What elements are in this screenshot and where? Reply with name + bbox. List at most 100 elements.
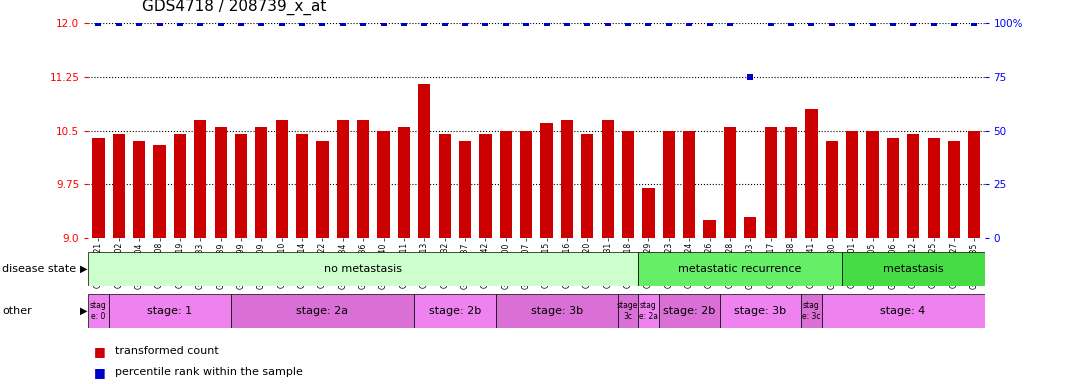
Point: [884, 20, 902, 26]
Text: stag
e: 3c: stag e: 3c: [802, 301, 821, 321]
Bar: [745, 217, 756, 238]
Point: [415, 20, 433, 26]
Text: stage: 2a: stage: 2a: [296, 306, 349, 316]
Text: stag
e: 0: stag e: 0: [90, 301, 107, 321]
Bar: [316, 141, 328, 238]
Text: stage: 4: stage: 4: [880, 306, 925, 316]
Point: [721, 20, 738, 26]
Bar: [825, 141, 838, 238]
Point: [905, 20, 922, 26]
Bar: [720, 294, 802, 328]
Bar: [638, 294, 659, 328]
Point: [151, 20, 168, 26]
Bar: [414, 294, 496, 328]
Bar: [88, 252, 638, 286]
Bar: [622, 131, 634, 238]
Point: [294, 20, 311, 26]
Bar: [194, 120, 207, 238]
Bar: [296, 134, 308, 238]
Bar: [398, 127, 410, 238]
Point: [864, 20, 881, 26]
Point: [966, 20, 983, 26]
Bar: [255, 127, 268, 238]
Bar: [642, 188, 654, 238]
Bar: [866, 131, 879, 238]
Point: [456, 20, 473, 26]
Text: stage: 3b: stage: 3b: [735, 306, 787, 316]
Point: [395, 20, 412, 26]
Point: [253, 20, 270, 26]
Bar: [231, 294, 414, 328]
Point: [110, 20, 127, 26]
Bar: [154, 145, 166, 238]
Bar: [802, 294, 822, 328]
Point: [335, 20, 352, 26]
Bar: [133, 141, 145, 238]
Text: stage: 1: stage: 1: [147, 306, 193, 316]
Bar: [357, 120, 369, 238]
Bar: [704, 220, 716, 238]
Bar: [765, 127, 777, 238]
Text: transformed count: transformed count: [115, 346, 218, 356]
Point: [599, 20, 617, 26]
Text: metastasis: metastasis: [883, 264, 944, 274]
Bar: [784, 127, 797, 238]
Bar: [581, 134, 594, 238]
Bar: [907, 134, 919, 238]
Bar: [663, 131, 675, 238]
Bar: [805, 109, 818, 238]
Point: [558, 20, 576, 26]
Point: [130, 20, 147, 26]
Text: ▶: ▶: [80, 306, 87, 316]
Point: [620, 20, 637, 26]
Point: [192, 20, 209, 26]
Text: stage: 2b: stage: 2b: [428, 306, 481, 316]
Text: ■: ■: [94, 345, 105, 358]
Text: stage: 2b: stage: 2b: [663, 306, 716, 316]
Bar: [822, 294, 985, 328]
Bar: [496, 294, 618, 328]
Point: [782, 20, 799, 26]
Bar: [846, 131, 859, 238]
Text: no metastasis: no metastasis: [324, 264, 402, 274]
Point: [579, 20, 596, 26]
Bar: [109, 294, 231, 328]
Bar: [214, 127, 227, 238]
Point: [376, 20, 393, 26]
Bar: [561, 120, 574, 238]
Point: [477, 20, 494, 26]
Bar: [948, 141, 960, 238]
Bar: [683, 131, 695, 238]
Bar: [659, 294, 720, 328]
Text: metastatic recurrence: metastatic recurrence: [678, 264, 802, 274]
Text: stag
e: 2a: stag e: 2a: [639, 301, 657, 321]
Point: [661, 20, 678, 26]
Point: [355, 20, 372, 26]
Bar: [439, 134, 451, 238]
Point: [212, 20, 229, 26]
Point: [518, 20, 535, 26]
Point: [741, 74, 759, 80]
Text: ▶: ▶: [80, 264, 87, 274]
Text: disease state: disease state: [2, 264, 76, 274]
Bar: [540, 123, 553, 238]
Bar: [113, 134, 125, 238]
Point: [171, 20, 188, 26]
Bar: [93, 138, 104, 238]
Point: [640, 20, 657, 26]
Bar: [968, 131, 980, 238]
Point: [436, 20, 453, 26]
Bar: [601, 120, 613, 238]
Point: [762, 20, 779, 26]
Point: [946, 20, 963, 26]
Bar: [378, 131, 390, 238]
Text: stage:
3c: stage: 3c: [617, 301, 640, 321]
Bar: [235, 134, 247, 238]
Bar: [887, 138, 898, 238]
Point: [680, 20, 697, 26]
Bar: [459, 141, 471, 238]
Text: other: other: [2, 306, 32, 316]
Point: [823, 20, 840, 26]
Text: percentile rank within the sample: percentile rank within the sample: [115, 367, 303, 377]
Bar: [928, 138, 939, 238]
